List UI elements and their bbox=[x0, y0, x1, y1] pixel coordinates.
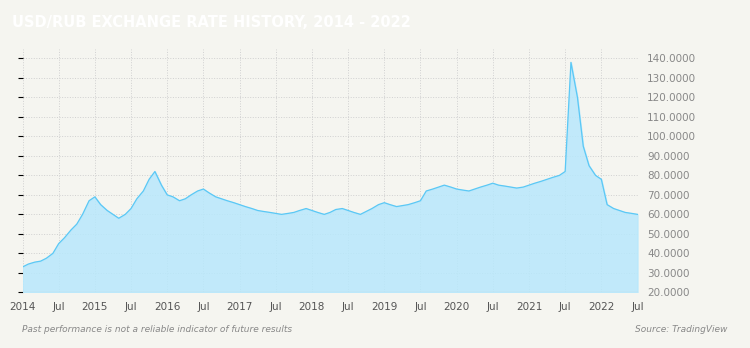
Text: USD/RUB EXCHANGE RATE HISTORY, 2014 - 2022: USD/RUB EXCHANGE RATE HISTORY, 2014 - 20… bbox=[12, 15, 410, 30]
Text: Source: TradingView: Source: TradingView bbox=[635, 325, 728, 334]
Text: Past performance is not a reliable indicator of future results: Past performance is not a reliable indic… bbox=[22, 325, 292, 334]
